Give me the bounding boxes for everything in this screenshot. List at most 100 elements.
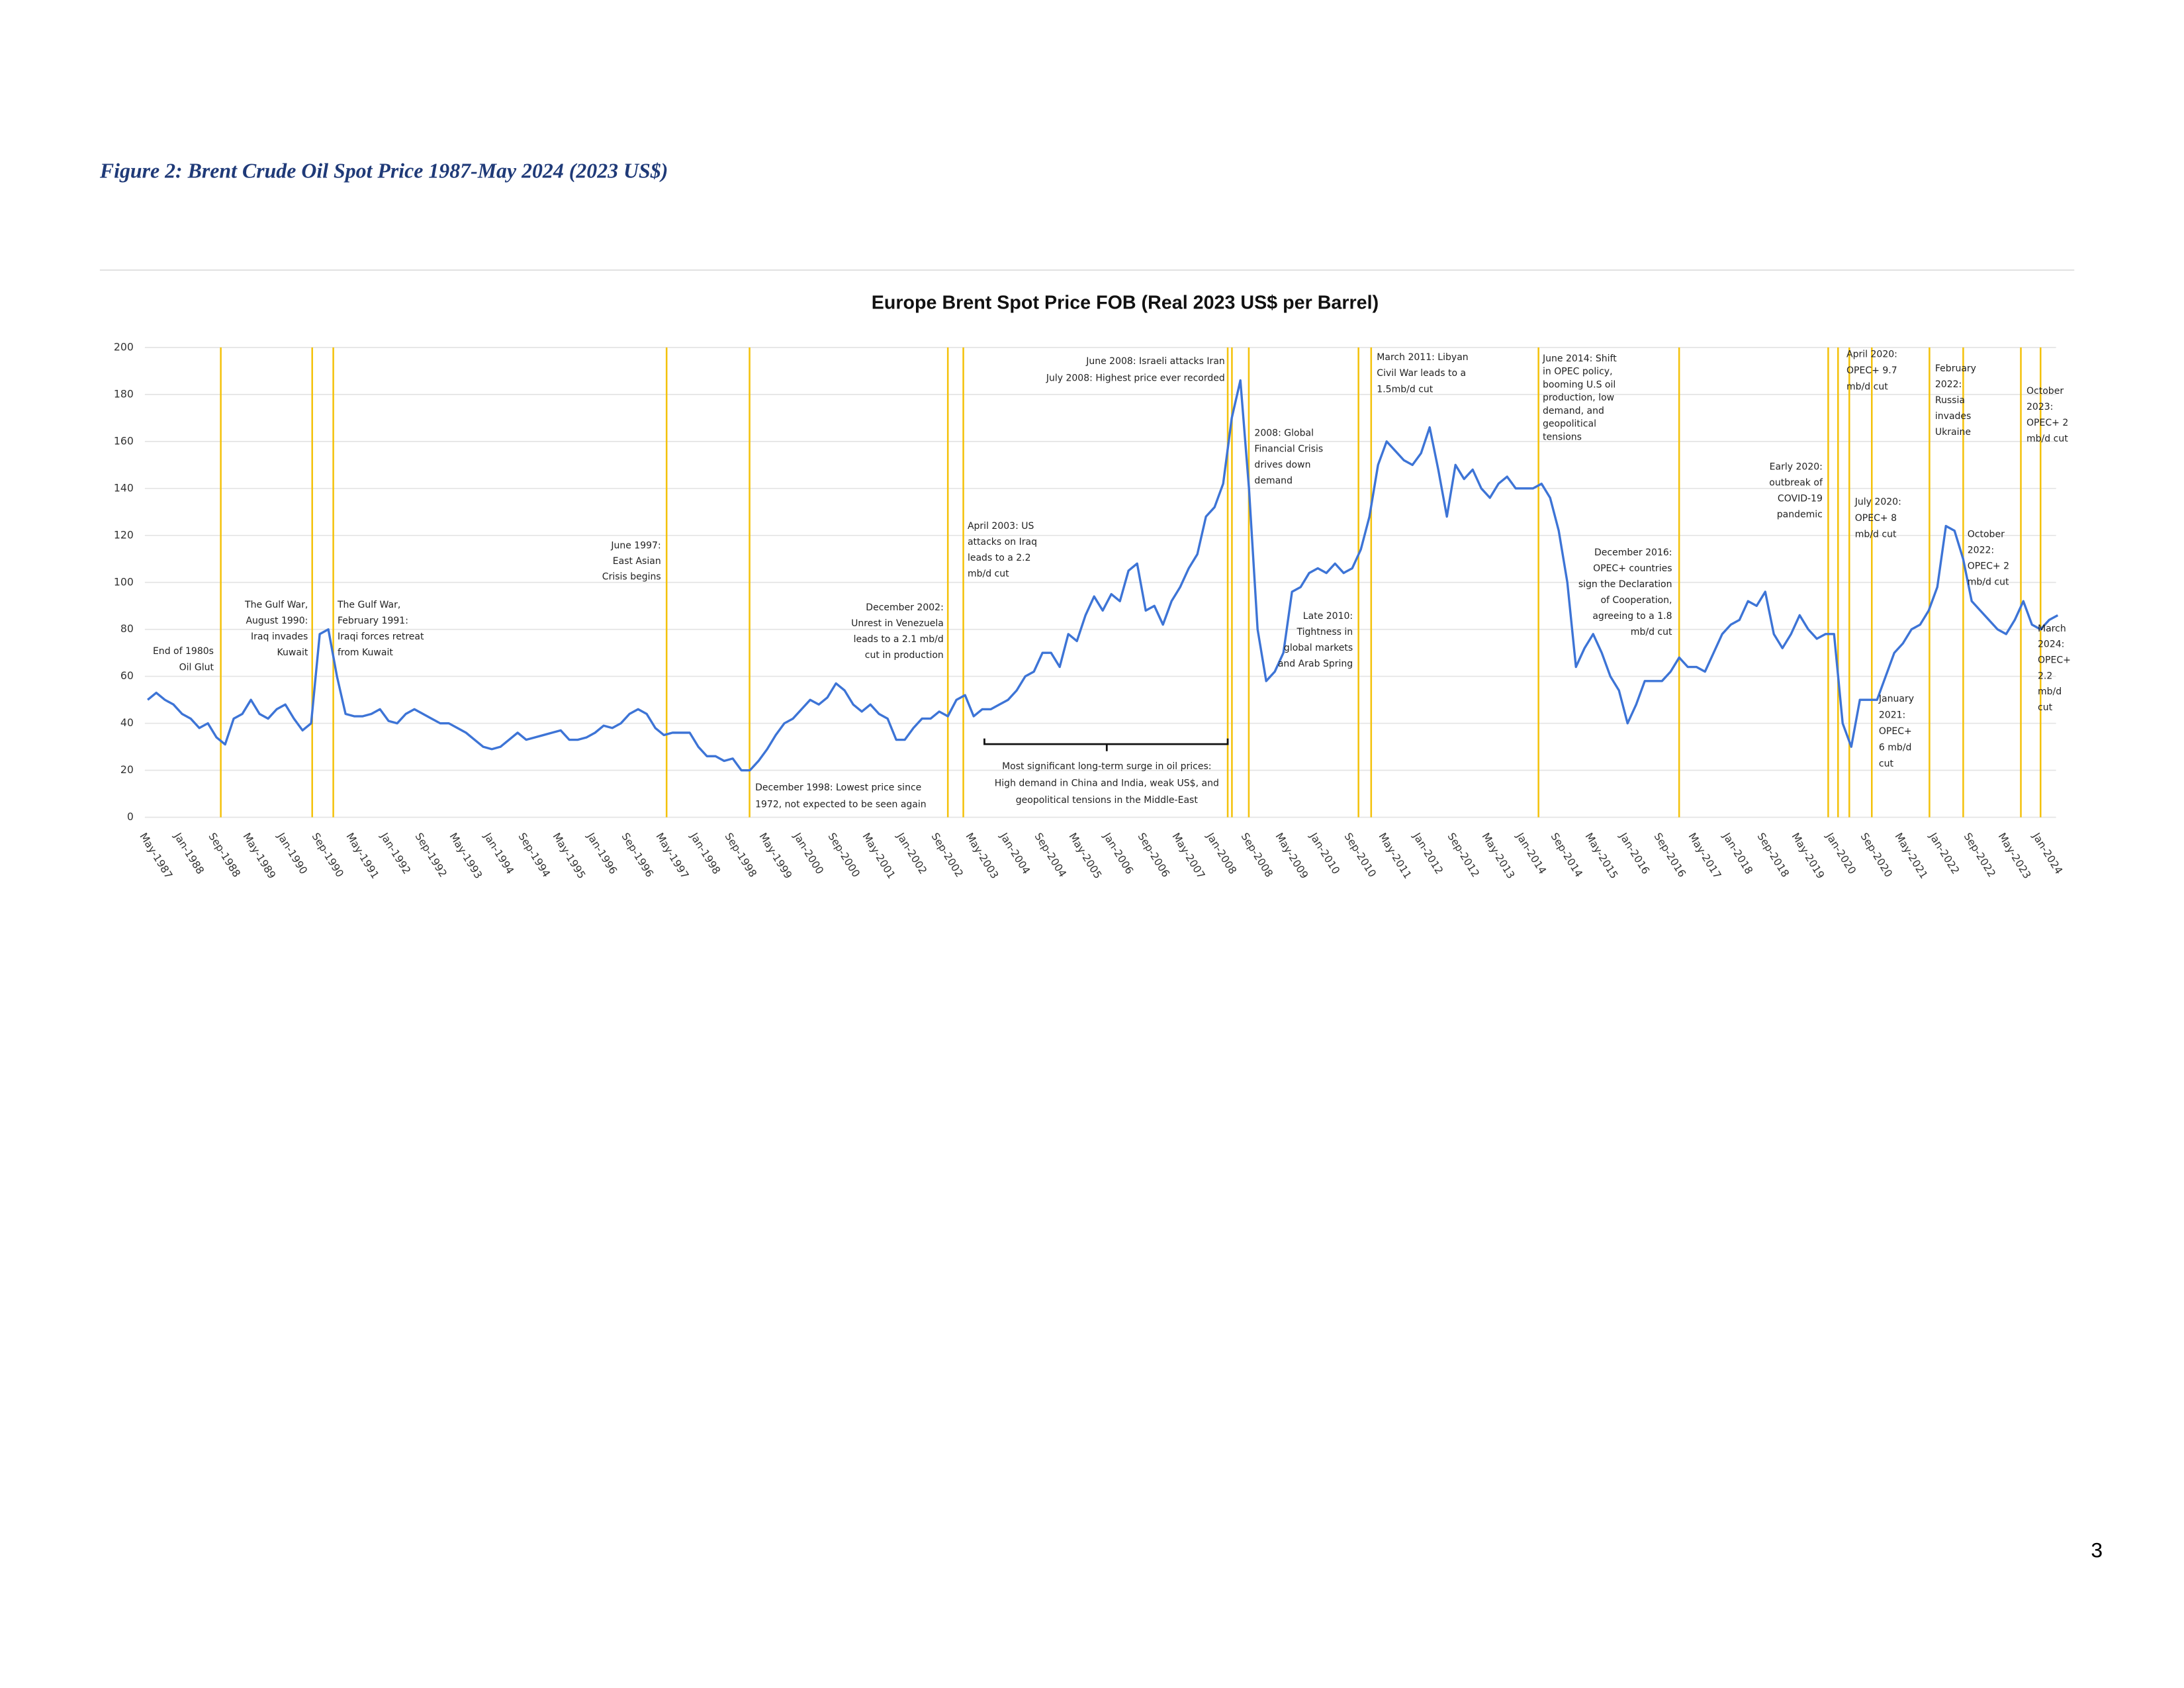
- annotation-text: 2022:: [1935, 379, 1962, 390]
- x-tick-label: Jan-2010: [1307, 830, 1343, 876]
- y-tick-label: 120: [114, 528, 134, 541]
- annotation-text: March 2011: Libyan: [1377, 352, 1468, 363]
- x-tick-label: May-2009: [1273, 831, 1310, 881]
- y-tick-label: 100: [114, 575, 134, 588]
- annotation-text: sign the Declaration: [1578, 579, 1672, 590]
- x-tick-label: May-1993: [447, 831, 484, 881]
- x-tick-label: May-2003: [963, 831, 1001, 881]
- x-tick-label: Jan-1988: [171, 830, 207, 876]
- annotation-text: April 2003: US: [968, 521, 1034, 532]
- x-tick-label: Sep-2020: [1858, 831, 1895, 880]
- annotation-text: 2022:: [1968, 545, 1994, 556]
- x-tick-label: Sep-1998: [722, 831, 759, 880]
- x-tick-label: Sep-1992: [412, 831, 449, 880]
- annotation-text: OPEC+ 8: [1855, 513, 1897, 524]
- x-tick-label: Jan-2012: [1410, 830, 1446, 876]
- annotation-text: The Gulf War,: [337, 600, 400, 610]
- x-tick-label: Sep-2002: [929, 831, 966, 880]
- annotation-text: mb/d cut: [2026, 434, 2068, 444]
- x-tick-label: Jan-2004: [997, 830, 1033, 876]
- x-tick-label: Jan-2008: [1204, 830, 1240, 876]
- annotation-text: mb/d cut: [968, 569, 1009, 579]
- annotation-text: 1972, not expected to be seen again: [755, 800, 927, 810]
- annotation-text: OPEC+: [1879, 726, 1912, 737]
- annotation-text: Kuwait: [277, 647, 308, 658]
- x-tick-label: Jan-2000: [791, 830, 827, 876]
- period-bracket: [983, 738, 1229, 751]
- chart-title: Europe Brent Spot Price FOB (Real 2023 U…: [872, 293, 1379, 314]
- annotation-text: January: [1878, 694, 1914, 704]
- x-tick-label: Jan-2024: [2030, 830, 2066, 876]
- annotation-text: July 2020:: [1854, 497, 1901, 508]
- y-tick-label: 60: [120, 669, 134, 682]
- annotation-text: Unrest in Venezuela: [851, 618, 944, 629]
- annotation-text: OPEC+ 9.7: [1846, 365, 1897, 376]
- x-tick-label: May-2007: [1169, 831, 1207, 881]
- annotation-text: 1.5mb/d cut: [1377, 385, 1433, 395]
- annotation-text: February 1991:: [338, 616, 408, 626]
- y-tick-label: 160: [114, 434, 134, 447]
- x-tick-label: May-1991: [343, 831, 381, 881]
- annotation-text: High demand in China and India, weak US$…: [995, 778, 1219, 789]
- annotation-text: OPEC+ 2: [1968, 561, 2009, 572]
- annotation-text: demand: [1254, 476, 1293, 487]
- annotation-text: global markets: [1284, 643, 1353, 653]
- annotation-text: cut in production: [865, 650, 944, 661]
- annotation-text: cut: [1879, 759, 1894, 769]
- annotation-text: July 2008: Highest price ever recorded: [1046, 373, 1225, 384]
- annotation-text: December 2002:: [866, 602, 944, 613]
- x-tick-label: Jan-1996: [584, 830, 620, 876]
- annotation-text: drives down: [1254, 460, 1310, 471]
- x-tick-label: May-2015: [1583, 831, 1621, 881]
- page-number: 3: [2091, 1538, 2103, 1562]
- annotation-text: 2008: Global: [1254, 428, 1314, 439]
- annotation-text: geopolitical: [1543, 419, 1596, 430]
- x-tick-label: Jan-1990: [275, 830, 310, 876]
- annotation-text: August 1990:: [246, 616, 308, 626]
- annotation-text: leads to a 2.2: [968, 553, 1031, 563]
- x-tick-label: Sep-1990: [309, 831, 346, 880]
- annotation-text: Early 2020:: [1770, 462, 1823, 473]
- annotation-text: Crisis begins: [602, 571, 661, 582]
- x-tick-label: Jan-2020: [1823, 830, 1859, 876]
- x-tick-label: Sep-2000: [825, 831, 862, 880]
- x-tick-label: May-2019: [1790, 831, 1827, 881]
- x-tick-label: Sep-2004: [1032, 831, 1069, 880]
- annotation-text: leads to a 2.1 mb/d: [854, 634, 944, 645]
- annotation-text: OPEC+ 2: [2026, 418, 2068, 428]
- annotation-text: booming U.S oil: [1543, 379, 1615, 390]
- annotation-text: Late 2010:: [1303, 611, 1353, 622]
- annotation-text: of Cooperation,: [1600, 595, 1672, 606]
- annotation-text: COVID-19: [1778, 494, 1823, 504]
- annotation-text: East Asian: [613, 556, 661, 567]
- x-tick-label: Sep-2010: [1342, 831, 1379, 880]
- x-tick-label: Sep-2014: [1549, 831, 1586, 880]
- price-line: [147, 379, 2059, 772]
- x-tick-label: May-2021: [1893, 831, 1931, 881]
- annotation-text: mb/d: [2038, 686, 2062, 697]
- annotation-text: 6 mb/d: [1879, 742, 1912, 753]
- x-tick-label: Jan-2006: [1101, 830, 1136, 876]
- annotation-text: Iraqi forces retreat: [338, 632, 424, 642]
- annotation-text: December 1998: Lowest price since: [755, 782, 921, 793]
- x-tick-label: Sep-1996: [619, 831, 656, 880]
- x-tick-label: Sep-2018: [1755, 831, 1792, 880]
- figure-caption: Figure 2: Brent Crude Oil Spot Price 198…: [99, 160, 668, 183]
- x-tick-label: May-1989: [240, 831, 278, 881]
- annotation-text: Oil Glut: [179, 662, 214, 673]
- annotation-text: 2.2: [2038, 671, 2052, 681]
- x-tick-label: May-1995: [550, 831, 588, 881]
- x-tick-label: Sep-1994: [516, 831, 553, 880]
- x-tick-label: May-2023: [1996, 831, 2034, 881]
- x-tick-label: Sep-2008: [1238, 831, 1275, 880]
- annotation-text: attacks on Iraq: [968, 537, 1037, 547]
- annotation-text: June 2008: Israeli attacks Iran: [1085, 356, 1225, 367]
- annotation-text: OPEC+: [2038, 655, 2071, 665]
- annotation-text: Russia: [1935, 395, 1965, 406]
- annotation-text: demand, and: [1543, 406, 1604, 416]
- annotation-text: Most significant long-term surge in oil …: [1002, 761, 1211, 772]
- x-tick-label: May-1997: [653, 831, 691, 881]
- y-tick-label: 80: [120, 622, 134, 635]
- x-tick-label: Sep-2016: [1652, 831, 1689, 880]
